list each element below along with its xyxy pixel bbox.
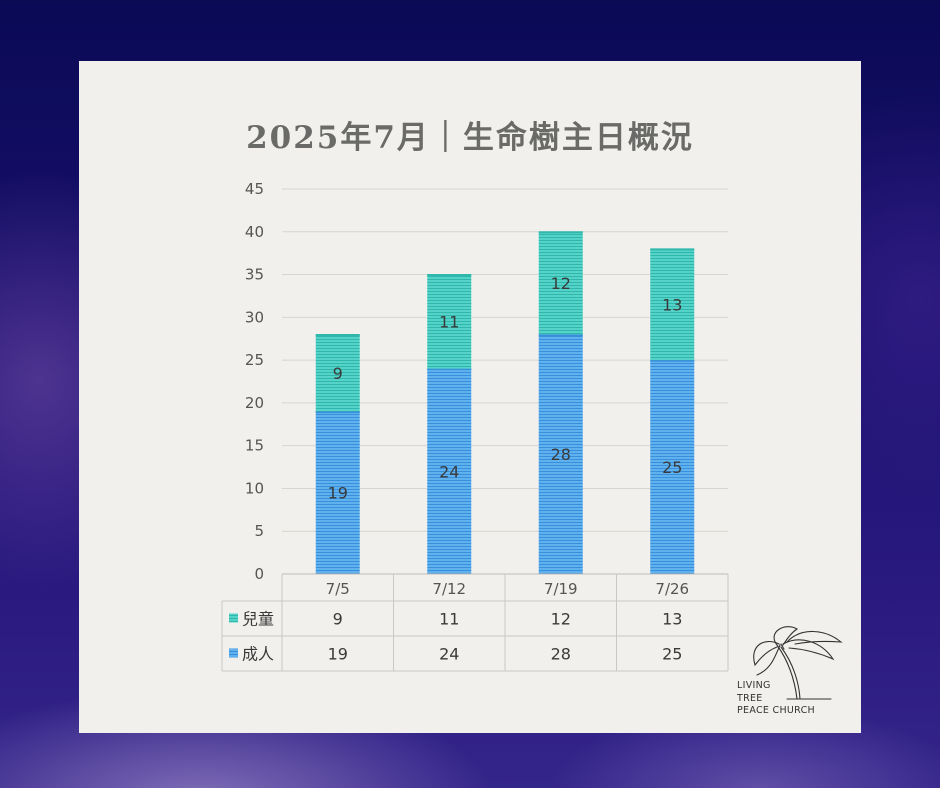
church-logo-text: LIVING TREE PEACE CHURCH [737,680,815,718]
church-logo [753,626,843,700]
chart-title: 2025年7月｜生命樹主日概況 [246,120,694,156]
logo-text-line1: LIVING [737,680,771,691]
data-label: 13 [662,296,682,315]
legend-swatch-adults [229,648,238,658]
table-cell: 28 [551,645,571,664]
bar-adults [650,360,695,574]
x-tick-label: 7/12 [432,580,466,598]
table-cell: 25 [662,645,682,664]
data-label: 28 [551,445,571,464]
data-label: 9 [333,364,343,383]
y-tick-label: 0 [254,565,264,583]
bar-children [315,334,360,412]
data-label: 12 [551,274,571,293]
data-table: 7/5 7/12 7/19 7/26 兒童 9 11 12 13 成人 19 24 28 25 [221,573,729,672]
legend-label: 成人 [242,645,274,664]
table-cell: 19 [328,645,348,664]
y-tick-label: 40 [245,223,264,241]
bar-children [650,248,695,361]
x-tick-label: 7/26 [655,580,689,598]
data-label: 25 [662,458,682,477]
legend-swatch-children [229,613,238,623]
logo-text-line3: PEACE CHURCH [737,705,815,716]
y-tick-label: 30 [245,308,264,326]
y-tick-label: 10 [245,479,264,497]
data-label: 19 [328,484,348,503]
y-tick-label: 20 [245,394,264,412]
x-tick-label: 7/19 [544,580,578,598]
table-cell: 11 [439,610,459,629]
logo-text-line2: TREE [737,692,763,704]
y-tick-label: 5 [254,522,264,540]
bars: 19 9 24 11 28 12 25 13 [315,231,695,574]
table-cell: 9 [333,610,343,629]
y-tick-label: 35 [245,266,264,284]
legend-label: 兒童 [242,610,274,629]
table-cell: 13 [662,610,682,629]
table-cell: 24 [439,645,459,664]
data-label: 24 [439,462,459,481]
x-tick-label: 7/5 [326,580,350,598]
y-tick-label: 25 [245,351,264,369]
y-axis: 0 5 10 15 20 25 30 35 40 45 [245,180,264,583]
bar-adults [315,411,360,574]
y-tick-label: 45 [245,180,264,198]
bar-children [538,231,583,335]
y-tick-label: 15 [245,437,264,455]
bar-adults [538,334,583,574]
data-label: 11 [439,313,459,332]
bar-children [427,274,472,369]
table-cell: 12 [551,610,571,629]
bar-adults [427,368,472,574]
